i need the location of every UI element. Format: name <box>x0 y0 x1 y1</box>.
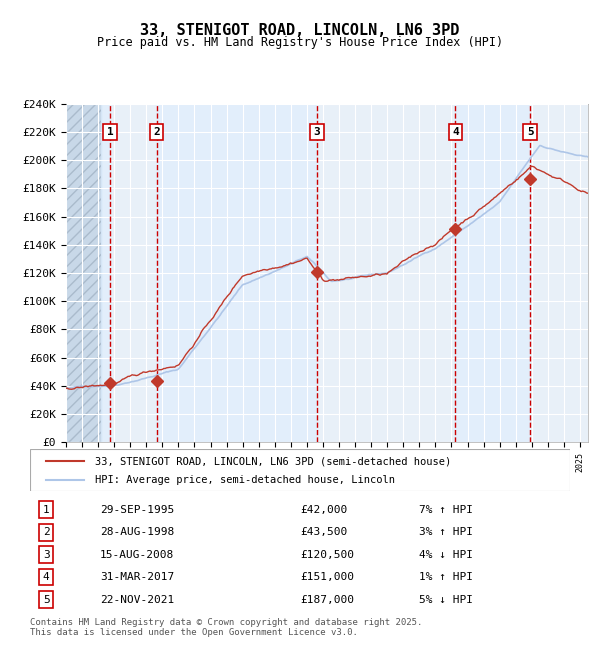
Bar <box>157 104 317 442</box>
Text: 4: 4 <box>452 127 459 137</box>
Text: 1% ↑ HPI: 1% ↑ HPI <box>419 572 473 582</box>
Text: 1: 1 <box>43 504 50 515</box>
Text: 7% ↑ HPI: 7% ↑ HPI <box>419 504 473 515</box>
Text: 1: 1 <box>107 127 113 137</box>
Bar <box>530 104 588 442</box>
Text: 2: 2 <box>43 527 50 537</box>
Bar <box>66 104 101 442</box>
Text: 2: 2 <box>154 127 160 137</box>
Text: 3: 3 <box>43 550 50 560</box>
Text: 5% ↓ HPI: 5% ↓ HPI <box>419 595 473 604</box>
Bar <box>317 104 455 442</box>
Text: 22-NOV-2021: 22-NOV-2021 <box>100 595 175 604</box>
Text: Contains HM Land Registry data © Crown copyright and database right 2025.
This d: Contains HM Land Registry data © Crown c… <box>30 618 422 637</box>
Text: 5: 5 <box>527 127 533 137</box>
Bar <box>101 104 110 442</box>
Bar <box>110 104 157 442</box>
FancyBboxPatch shape <box>30 448 570 491</box>
Text: 4: 4 <box>43 572 50 582</box>
Text: 15-AUG-2008: 15-AUG-2008 <box>100 550 175 560</box>
Text: 29-SEP-1995: 29-SEP-1995 <box>100 504 175 515</box>
Text: 3: 3 <box>314 127 320 137</box>
Text: £187,000: £187,000 <box>300 595 354 604</box>
Text: HPI: Average price, semi-detached house, Lincoln: HPI: Average price, semi-detached house,… <box>95 475 395 485</box>
Text: 33, STENIGOT ROAD, LINCOLN, LN6 3PD: 33, STENIGOT ROAD, LINCOLN, LN6 3PD <box>140 23 460 38</box>
Text: £120,500: £120,500 <box>300 550 354 560</box>
Bar <box>455 104 530 442</box>
Text: 31-MAR-2017: 31-MAR-2017 <box>100 572 175 582</box>
Text: 3% ↑ HPI: 3% ↑ HPI <box>419 527 473 537</box>
Text: £42,000: £42,000 <box>300 504 347 515</box>
Text: 28-AUG-1998: 28-AUG-1998 <box>100 527 175 537</box>
Text: 4% ↓ HPI: 4% ↓ HPI <box>419 550 473 560</box>
Bar <box>66 104 101 442</box>
Text: Price paid vs. HM Land Registry's House Price Index (HPI): Price paid vs. HM Land Registry's House … <box>97 36 503 49</box>
Text: 5: 5 <box>43 595 50 604</box>
Text: £43,500: £43,500 <box>300 527 347 537</box>
Text: £151,000: £151,000 <box>300 572 354 582</box>
Text: 33, STENIGOT ROAD, LINCOLN, LN6 3PD (semi-detached house): 33, STENIGOT ROAD, LINCOLN, LN6 3PD (sem… <box>95 456 451 466</box>
